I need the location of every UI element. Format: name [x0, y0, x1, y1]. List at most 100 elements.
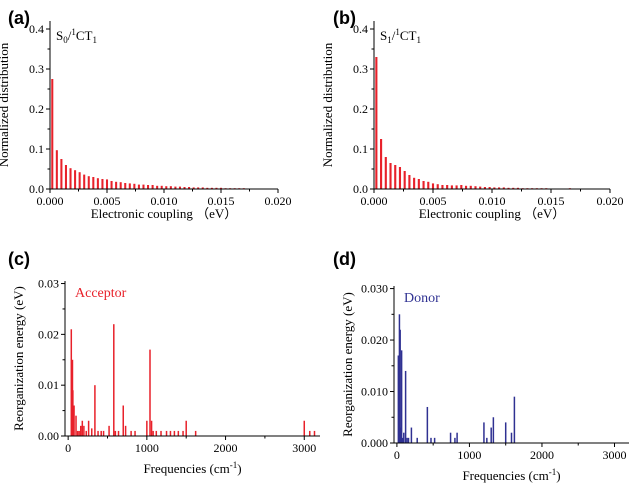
bar	[455, 185, 458, 189]
bar	[114, 430, 117, 436]
y-tick-label: 0.00	[38, 429, 59, 443]
bar	[94, 385, 96, 436]
panel-c: (c) 0 1000 2000 3000 0.00 0.01 0.02 0.03 Reorgani…	[8, 249, 320, 476]
bar	[194, 430, 197, 436]
y-tick-label: 0.3	[29, 62, 44, 76]
bar	[399, 329, 401, 443]
bar	[87, 176, 90, 189]
bar	[507, 187, 510, 189]
bar	[488, 187, 491, 189]
bar	[128, 183, 131, 189]
x-tick-label: 0	[394, 448, 400, 462]
bar	[398, 167, 402, 189]
bar	[160, 430, 162, 436]
bar	[408, 175, 411, 189]
bar	[182, 430, 184, 436]
bar	[105, 179, 109, 189]
bar	[169, 430, 172, 436]
y-tick-label: 0.010	[361, 385, 388, 399]
bar	[313, 430, 316, 436]
bars	[397, 314, 516, 443]
y-tick-label: 0.0	[353, 182, 368, 196]
bar	[81, 420, 84, 436]
bar	[215, 187, 218, 189]
bar	[433, 437, 436, 443]
bar	[74, 170, 77, 189]
x-tick-label: 0.000	[37, 194, 64, 208]
bar	[436, 184, 439, 189]
x-tick-label: 0.020	[265, 194, 292, 208]
y-tick-label: 0.1	[353, 142, 368, 156]
bar	[490, 427, 492, 443]
y-tick-label: 0.4	[29, 22, 44, 36]
bar	[404, 370, 407, 443]
bar	[479, 186, 482, 189]
bar	[394, 165, 397, 189]
bar	[113, 324, 115, 436]
panel-label: (c)	[8, 249, 30, 269]
series-label: Acceptor	[75, 286, 127, 301]
bar	[69, 168, 72, 189]
y-tick-label: 0.0	[29, 182, 44, 196]
panel-label: (a)	[8, 8, 30, 28]
state-annotation: S0/1CT1	[56, 27, 97, 45]
y-tick-label: 0.01	[38, 378, 59, 392]
y-tick-label: 0.1	[29, 142, 44, 156]
bar	[450, 185, 453, 189]
bar	[407, 437, 410, 443]
bar	[96, 178, 99, 189]
bar	[76, 430, 79, 436]
y-tick-label: 0.020	[361, 333, 388, 347]
x-tick-label: 3000	[602, 448, 626, 462]
x-axis-label: Electronic coupling （eV）	[419, 206, 566, 221]
bar	[430, 437, 432, 443]
x-tick-label: 0.015	[538, 194, 565, 208]
x-tick-label: 0.005	[94, 194, 121, 208]
bar	[55, 150, 58, 189]
x-tick-label: 2000	[530, 448, 554, 462]
bar	[97, 430, 99, 436]
y-tick-label: 0.030	[361, 282, 388, 296]
bar	[101, 179, 104, 189]
bar	[142, 184, 145, 189]
panel-label: (d)	[333, 249, 356, 269]
bars	[70, 324, 316, 436]
bar	[406, 437, 408, 443]
bar	[401, 437, 404, 443]
x-tick-label: 3000	[292, 441, 316, 455]
bar	[108, 425, 110, 436]
bar	[156, 185, 159, 189]
bar	[426, 406, 429, 443]
bar	[79, 425, 82, 436]
x-tick-label: 1000	[135, 441, 159, 455]
bar	[133, 183, 136, 189]
bar	[422, 181, 425, 189]
bar	[151, 185, 154, 189]
bar	[60, 159, 63, 189]
series-label: Donor	[404, 291, 440, 306]
bar	[413, 177, 416, 189]
bar	[446, 185, 449, 189]
bar	[219, 187, 223, 189]
x-tick-label: 0.000	[361, 194, 388, 208]
x-tick-label: 0.010	[479, 194, 506, 208]
x-tick-label: 0.020	[597, 194, 624, 208]
bar	[483, 187, 486, 189]
bar	[100, 430, 102, 436]
y-tick-label: 0.02	[38, 327, 59, 341]
bar	[122, 405, 124, 436]
x-tick-label: 0.015	[208, 194, 235, 208]
bar	[110, 181, 113, 189]
bar	[192, 187, 195, 189]
bar	[87, 420, 90, 436]
bar	[73, 405, 75, 436]
bar	[85, 430, 87, 436]
bar	[115, 181, 118, 189]
bar	[516, 187, 520, 189]
bar	[483, 422, 485, 443]
x-axis-label: Electronic coupling （eV）	[91, 206, 238, 221]
bar	[486, 437, 488, 443]
bar	[83, 174, 86, 189]
x-axis-label: Frequencies (cm-1)	[143, 460, 241, 476]
